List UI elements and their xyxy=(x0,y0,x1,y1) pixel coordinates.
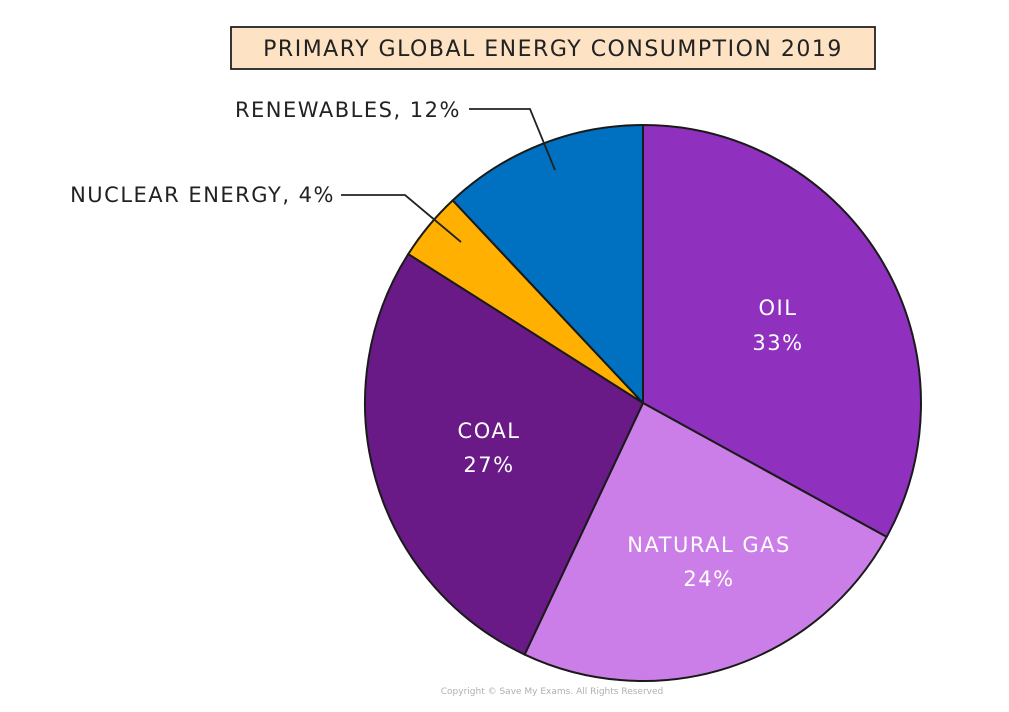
inner-labels: OIL 33% NATURAL GAS 24% COAL 27% xyxy=(458,296,803,591)
callout-renewables: RENEWABLES, 12% xyxy=(235,98,461,122)
pie-slice-renewables xyxy=(451,124,644,404)
callout-line-renewables xyxy=(469,108,556,171)
chart-title: PRIMARY GLOBAL ENERGY CONSUMPTION 2019 xyxy=(263,37,843,62)
pie-slice-natural-gas xyxy=(523,402,888,682)
slice-value-natural-gas: 24% xyxy=(683,567,734,591)
pie-slices xyxy=(364,124,922,682)
title-background xyxy=(230,26,876,70)
callout-nuclear: NUCLEAR ENERGY, 4% xyxy=(70,183,335,207)
pie-slice-oil xyxy=(642,124,922,538)
callout-labels: RENEWABLES, 12% NUCLEAR ENERGY, 4% xyxy=(70,98,556,243)
slice-name-natural-gas: NATURAL GAS xyxy=(627,533,791,557)
callout-line-nuclear xyxy=(341,194,462,243)
chart-title-box: PRIMARY GLOBAL ENERGY CONSUMPTION 2019 xyxy=(230,26,876,70)
copyright-notice: Copyright © Save My Exams. All Rights Re… xyxy=(441,687,663,697)
pie-slice-coal xyxy=(364,253,644,656)
slice-value-coal: 27% xyxy=(463,453,514,477)
slice-value-oil: 33% xyxy=(752,331,803,355)
slice-name-oil: OIL xyxy=(759,296,798,320)
slice-name-coal: COAL xyxy=(458,419,521,443)
